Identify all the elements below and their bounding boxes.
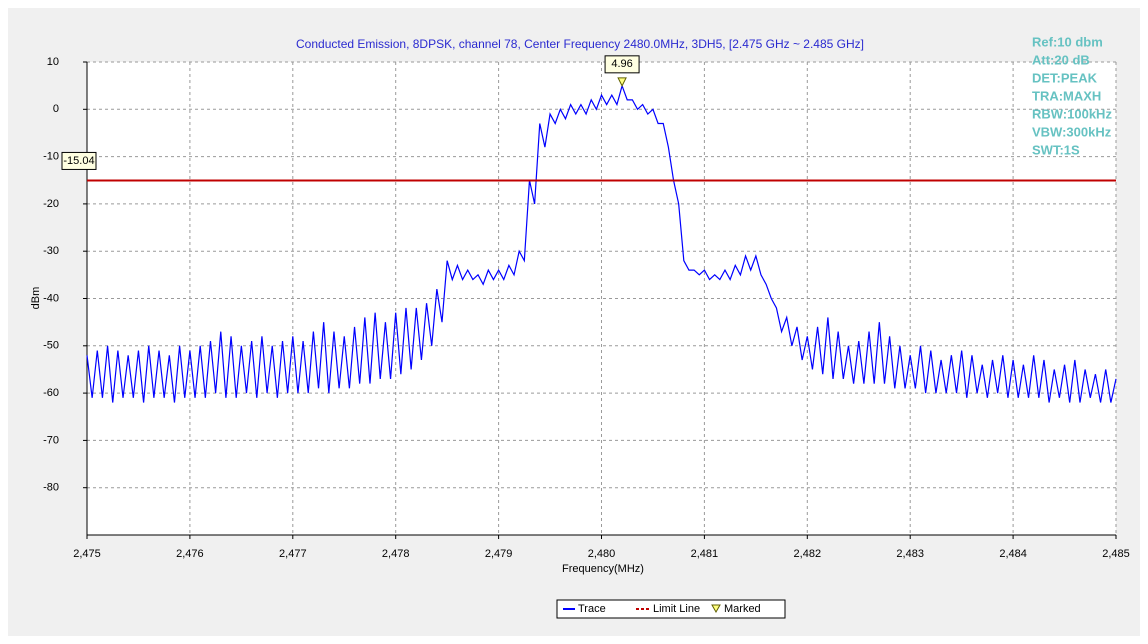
legend-label: Limit Line: [653, 603, 700, 615]
legend-label: Trace: [578, 603, 606, 615]
setting-text: Att:20 dB: [1032, 52, 1090, 67]
setting-text: RBW:100kHz: [1032, 106, 1112, 121]
x-tick-label: 2,485: [1102, 548, 1130, 560]
y-tick-label: -50: [43, 340, 59, 352]
x-tick-label: 2,477: [279, 548, 307, 560]
legend-label: Marked: [724, 603, 761, 615]
y-tick-label: -40: [43, 292, 59, 304]
x-tick-label: 2,479: [485, 548, 513, 560]
y-tick-label: -30: [43, 245, 59, 257]
x-axis-label: Frequency(MHz): [562, 563, 644, 575]
trace-line: [86, 83, 1117, 403]
x-tick-label: 2,475: [73, 548, 101, 560]
legend-marker-swatch: [711, 604, 721, 614]
limit-label-box: [61, 151, 97, 170]
y-tick-label: -70: [43, 434, 59, 446]
setting-text: Ref:10 dbm: [1032, 34, 1103, 49]
chart-title: Conducted Emission, 8DPSK, channel 78, C…: [296, 37, 864, 51]
x-tick-label: 2,482: [794, 548, 822, 560]
y-tick-label: 10: [47, 56, 59, 68]
x-tick-label: 2,483: [896, 548, 924, 560]
x-tick-label: 2,484: [999, 548, 1027, 560]
y-tick-label: -10: [43, 151, 59, 163]
marker: [617, 77, 627, 87]
marker-label-box: [604, 55, 640, 74]
marker-label: 4.96: [611, 58, 632, 70]
setting-text: VBW:300kHz: [1032, 124, 1112, 139]
setting-text: SWT:1S: [1032, 142, 1080, 157]
y-tick-label: -60: [43, 387, 59, 399]
x-tick-label: 2,476: [176, 548, 204, 560]
y-tick-label: -80: [43, 482, 59, 494]
x-tick-label: 2,480: [588, 548, 616, 560]
setting-text: TRA:MAXH: [1032, 88, 1101, 103]
y-tick-label: 0: [53, 103, 59, 115]
y-tick-label: -20: [43, 198, 59, 210]
legend: Trace Limit Line Marked: [556, 599, 786, 619]
limit-label: -15.04: [63, 155, 94, 167]
x-tick-label: 2,481: [691, 548, 719, 560]
x-tick-label: 2,478: [382, 548, 410, 560]
y-axis-label: dBm: [30, 287, 42, 310]
setting-text: DET:PEAK: [1032, 70, 1098, 85]
legend-box: [556, 599, 786, 619]
